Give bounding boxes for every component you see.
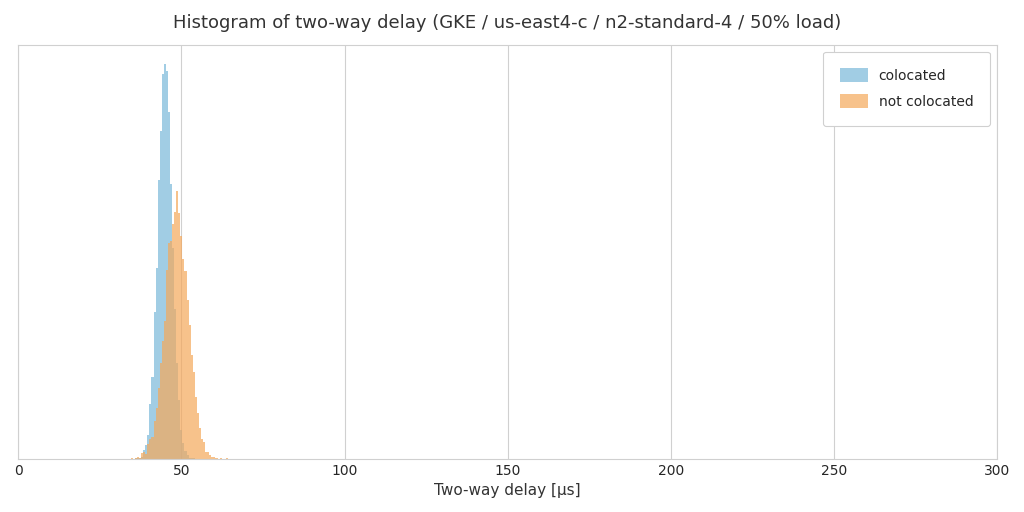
Bar xyxy=(154,312,156,459)
Bar xyxy=(150,404,152,459)
Bar xyxy=(188,325,190,459)
Bar xyxy=(160,363,162,459)
Bar xyxy=(184,452,186,459)
Bar xyxy=(207,453,209,459)
Bar xyxy=(137,458,139,459)
Bar xyxy=(139,458,141,459)
Bar xyxy=(190,355,193,459)
Bar xyxy=(211,457,213,459)
Bar xyxy=(166,270,168,459)
Bar xyxy=(174,309,176,459)
Bar xyxy=(180,430,182,459)
Bar xyxy=(150,439,152,459)
Legend: colocated, not colocated: colocated, not colocated xyxy=(823,52,990,125)
Bar xyxy=(158,180,160,459)
Bar xyxy=(145,454,147,459)
Bar xyxy=(152,377,154,459)
Bar xyxy=(184,271,186,459)
Bar xyxy=(141,454,143,459)
Bar xyxy=(156,268,158,459)
Bar xyxy=(197,413,199,459)
Bar xyxy=(213,457,215,459)
Bar xyxy=(182,260,184,459)
Bar xyxy=(162,74,164,459)
Bar xyxy=(178,213,180,459)
Bar xyxy=(193,373,195,459)
Bar xyxy=(176,363,178,459)
Bar xyxy=(201,439,203,459)
Bar xyxy=(141,457,143,459)
Bar xyxy=(143,451,145,459)
Bar xyxy=(152,437,154,459)
Bar xyxy=(168,243,170,459)
Bar xyxy=(205,452,207,459)
Bar xyxy=(170,241,172,459)
Bar xyxy=(186,455,188,459)
Bar xyxy=(145,445,147,459)
Bar xyxy=(178,400,180,459)
Bar xyxy=(172,248,174,459)
Bar xyxy=(186,300,188,459)
Bar xyxy=(209,455,211,459)
X-axis label: Two-way delay [µs]: Two-way delay [µs] xyxy=(434,483,581,498)
Bar xyxy=(156,408,158,459)
Bar xyxy=(143,452,145,459)
Bar xyxy=(199,429,201,459)
Title: Histogram of two-way delay (GKE / us-east4-c / n2-standard-4 / 50% load): Histogram of two-way delay (GKE / us-eas… xyxy=(173,14,842,32)
Bar xyxy=(147,435,150,459)
Bar xyxy=(170,184,172,459)
Bar xyxy=(162,341,164,459)
Bar xyxy=(164,65,166,459)
Bar xyxy=(180,236,182,459)
Bar xyxy=(188,458,190,459)
Bar xyxy=(147,444,150,459)
Bar xyxy=(137,457,139,459)
Bar xyxy=(158,388,160,459)
Bar xyxy=(160,131,162,459)
Bar xyxy=(166,71,168,459)
Bar xyxy=(176,191,178,459)
Bar xyxy=(164,321,166,459)
Bar xyxy=(154,421,156,459)
Bar xyxy=(195,397,197,459)
Bar xyxy=(172,224,174,459)
Bar xyxy=(182,443,184,459)
Bar xyxy=(203,442,205,459)
Bar xyxy=(174,211,176,459)
Bar xyxy=(168,113,170,459)
